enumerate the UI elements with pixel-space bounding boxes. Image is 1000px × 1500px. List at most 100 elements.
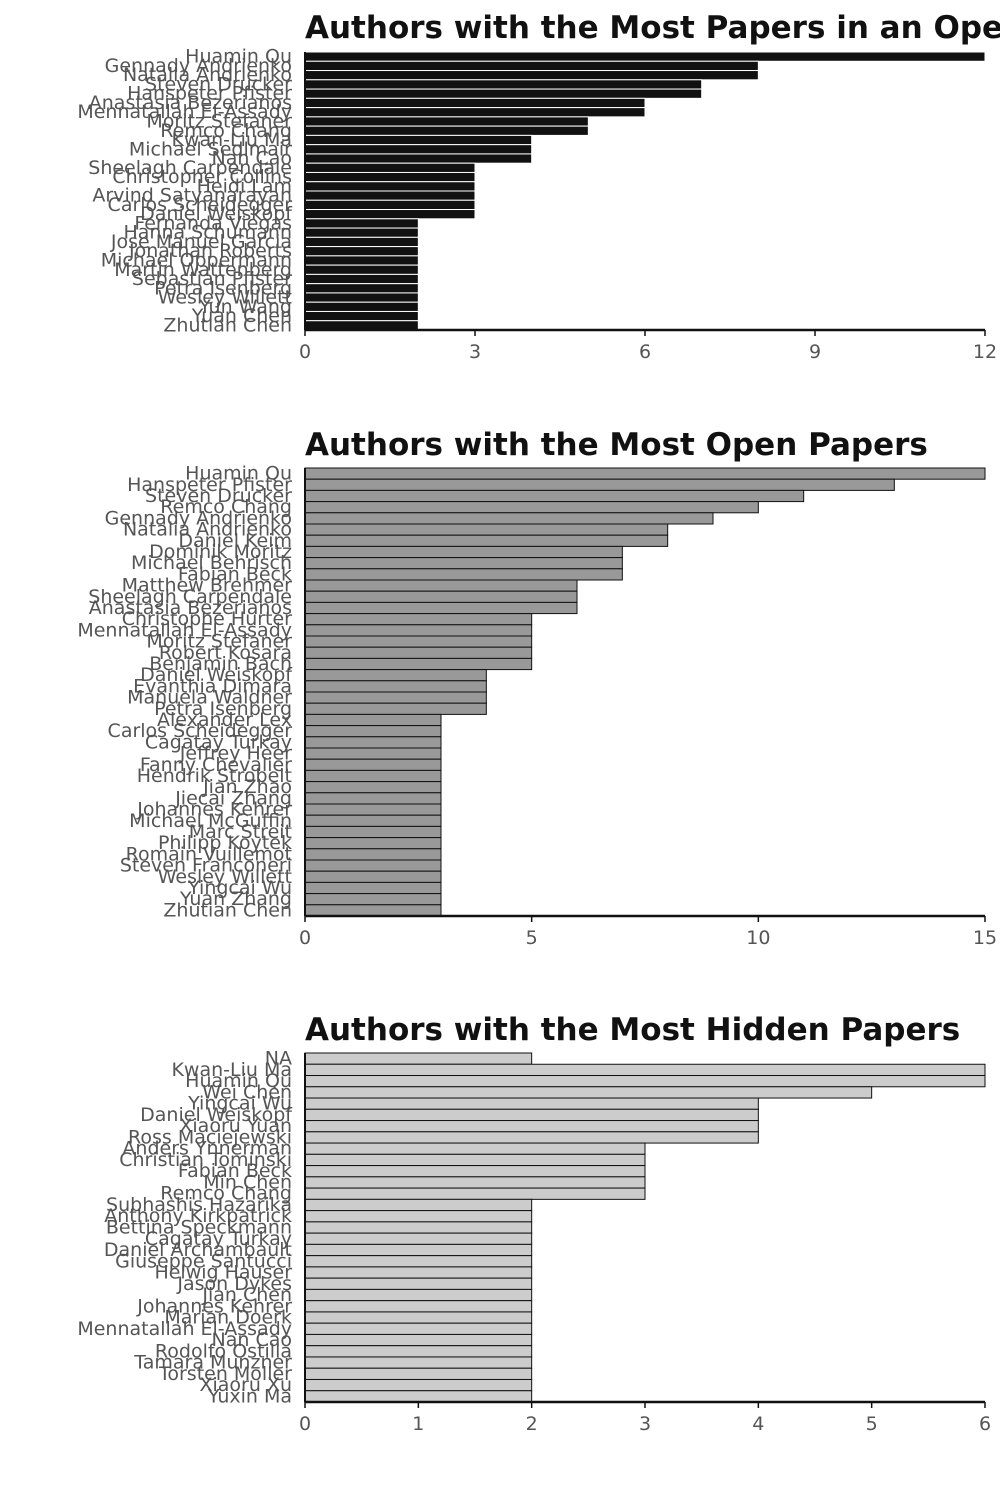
bar [304, 1266, 533, 1279]
bar [304, 1378, 533, 1392]
category-label: Yun Wang [198, 296, 292, 318]
category-label: Robert Kosara [159, 642, 292, 664]
bar [304, 1052, 533, 1065]
category-label: Jian Chen [201, 1284, 292, 1306]
category-label: Jose Manuel Garcia [110, 231, 292, 253]
category-label: Daniel Archambault [104, 1239, 292, 1261]
bar [304, 171, 476, 183]
bar [304, 283, 419, 294]
bar [304, 1255, 533, 1268]
x-tick-label: 9 [809, 341, 821, 363]
category-label: Michael Behrisch [131, 552, 292, 574]
chart-title: Authors with the Most Hidden Papers [305, 1012, 960, 1048]
bar [304, 1075, 986, 1088]
bar [304, 218, 419, 229]
bar [304, 501, 759, 514]
bar [304, 747, 442, 760]
bar [304, 116, 589, 127]
x-tick-label: 0 [299, 927, 311, 949]
category-label: Huamin Qu [185, 1070, 292, 1092]
bar [304, 153, 533, 164]
bar [304, 79, 703, 90]
category-label: Natalia Andrienko [123, 519, 292, 541]
bar [304, 534, 669, 547]
category-label: Moritz Stefaner [146, 111, 292, 133]
bar [304, 691, 487, 704]
bar [304, 88, 703, 99]
category-label: Anastasia Bezerianos [89, 597, 292, 619]
category-label: Subhashis Hazarika [106, 1194, 292, 1216]
bar [304, 301, 419, 312]
bar [304, 736, 442, 749]
bar [304, 1390, 533, 1403]
category-label: Petra Isenberg [154, 277, 292, 299]
category-label: Romain Vuillemot [126, 843, 292, 865]
category-label: Wesley Willett [158, 866, 292, 888]
bar [304, 568, 623, 581]
bar [304, 624, 533, 637]
category-label: Anastasia Bezerianos [89, 92, 292, 114]
bar [304, 107, 646, 118]
category-label: Jonathan Roberts [128, 240, 292, 262]
x-tick-label: 4 [752, 1413, 764, 1435]
category-label: Michael Sedlmair [129, 138, 292, 160]
category-label: Mennatallah El-Assady [77, 101, 292, 123]
bar [304, 545, 623, 559]
category-label: Arvind Satyanarayan [92, 185, 292, 207]
bar [304, 70, 759, 81]
category-label: Steven Drucker [145, 73, 292, 95]
category-label: Steven Franconeri [120, 855, 292, 877]
bar [304, 162, 476, 173]
category-label: Daniel Keim [178, 530, 292, 552]
category-label: Yuxin Ma [207, 1385, 292, 1407]
category-label: Sheelagh Carpendale [88, 586, 292, 608]
bar [304, 870, 442, 883]
category-label: Hanspeter Pfister [127, 474, 292, 496]
bar [304, 1097, 759, 1110]
bar [304, 1176, 646, 1189]
category-label: Philipp Koytek [158, 832, 292, 854]
bar [304, 1210, 533, 1223]
bar [304, 848, 442, 861]
bar [304, 1356, 533, 1369]
bar [304, 646, 533, 659]
x-tick-label: 6 [639, 341, 651, 363]
bar [304, 134, 533, 146]
category-label: Gennady Andrienko [105, 55, 292, 77]
category-label: Daniel Weiskopf [140, 1104, 293, 1126]
category-label: Remco Chang [160, 120, 292, 142]
category-label: Tamara Munzner [133, 1352, 292, 1374]
category-label: Yuan Zhang [179, 888, 292, 910]
chart-panel-1: Authors with the Most Papers in an Open … [77, 10, 1000, 363]
category-label: Daniel Weiskopf [140, 203, 293, 225]
bar [304, 255, 419, 266]
category-label: Petra Isenberg [154, 698, 292, 720]
category-label: Hanspeter Pfister [127, 83, 292, 105]
bar [304, 601, 578, 615]
category-label: Daniel Weiskopf [140, 664, 293, 686]
category-label: Mennatallah El-Assady [77, 619, 292, 641]
chart-panel-2: Authors with the Most Open Papers Huamin … [77, 427, 997, 949]
bar [304, 467, 986, 480]
bar [304, 769, 442, 783]
bar [304, 199, 476, 211]
category-label: Evanthia Dimara [133, 675, 292, 697]
bar [304, 1367, 533, 1380]
bar [304, 1108, 759, 1122]
category-label: Jiecai Zhang [174, 787, 292, 809]
bar [304, 125, 589, 136]
bar [304, 1333, 533, 1347]
bar [304, 264, 419, 275]
bar [304, 1322, 533, 1335]
category-label: Matthew Brehmer [122, 575, 293, 597]
category-label: Yuan Chen [191, 305, 292, 327]
bar [304, 814, 442, 827]
bar [304, 292, 419, 303]
bar [304, 1165, 646, 1178]
category-label: Wesley Willett [158, 287, 292, 309]
bar [304, 669, 487, 682]
category-label: Bettina Speckmann [106, 1217, 292, 1239]
bar [304, 1311, 533, 1324]
bar [304, 725, 442, 738]
bar [304, 227, 419, 238]
